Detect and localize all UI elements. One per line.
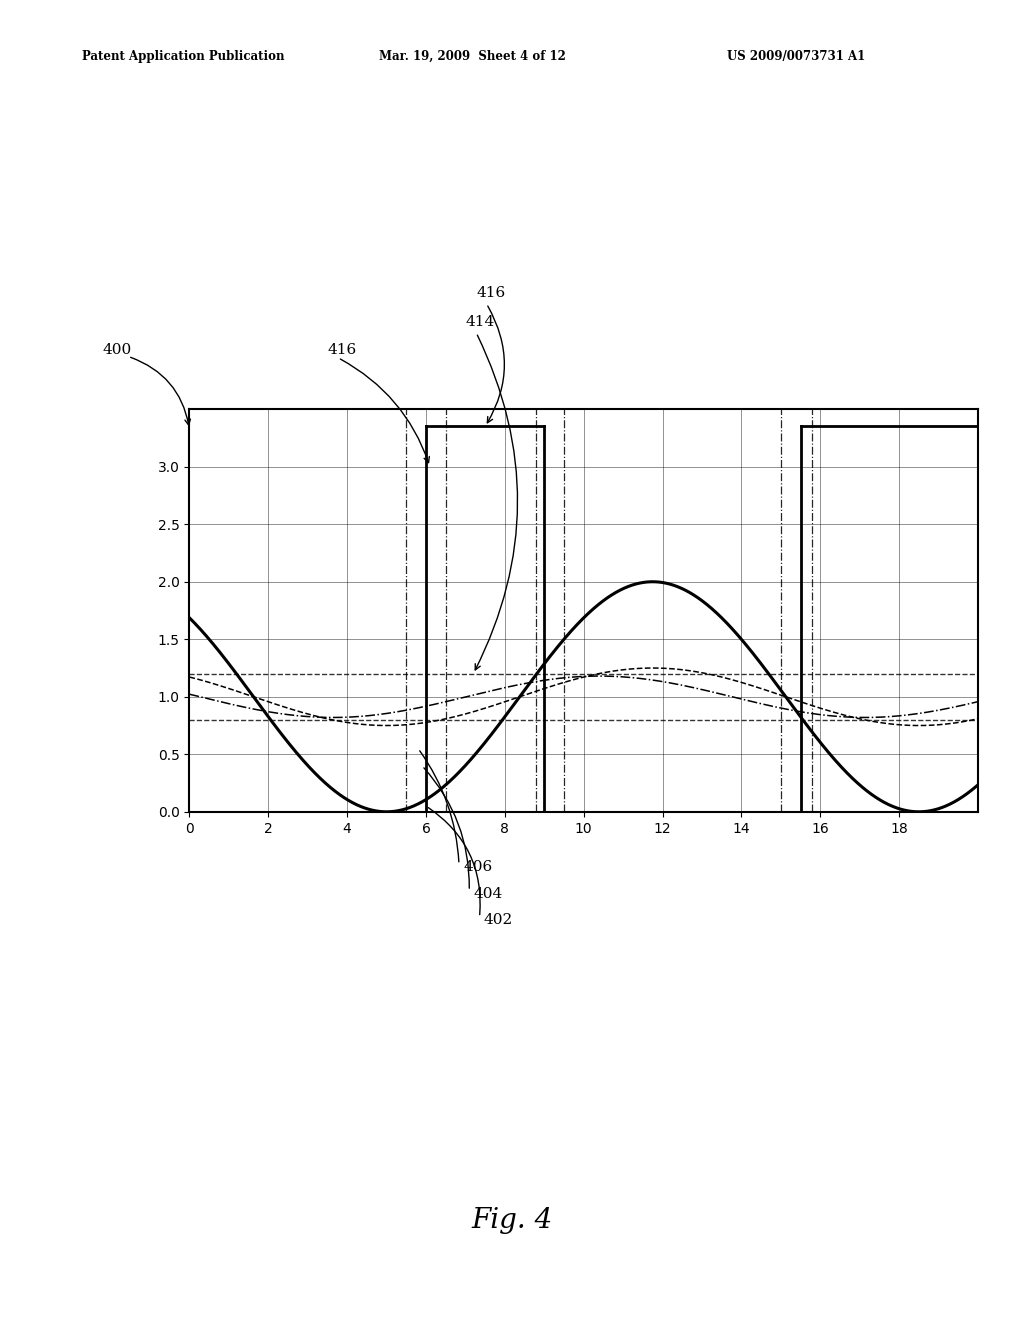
Text: Patent Application Publication: Patent Application Publication [82,50,285,63]
Text: 406: 406 [463,861,493,874]
Text: Mar. 19, 2009  Sheet 4 of 12: Mar. 19, 2009 Sheet 4 of 12 [379,50,565,63]
Text: 404: 404 [473,887,503,900]
Text: 402: 402 [483,913,513,927]
Text: 416: 416 [328,343,357,356]
Text: 400: 400 [102,343,132,356]
Text: 414: 414 [466,315,496,329]
Text: Fig. 4: Fig. 4 [471,1208,553,1234]
Text: US 2009/0073731 A1: US 2009/0073731 A1 [727,50,865,63]
Text: 416: 416 [476,286,506,300]
